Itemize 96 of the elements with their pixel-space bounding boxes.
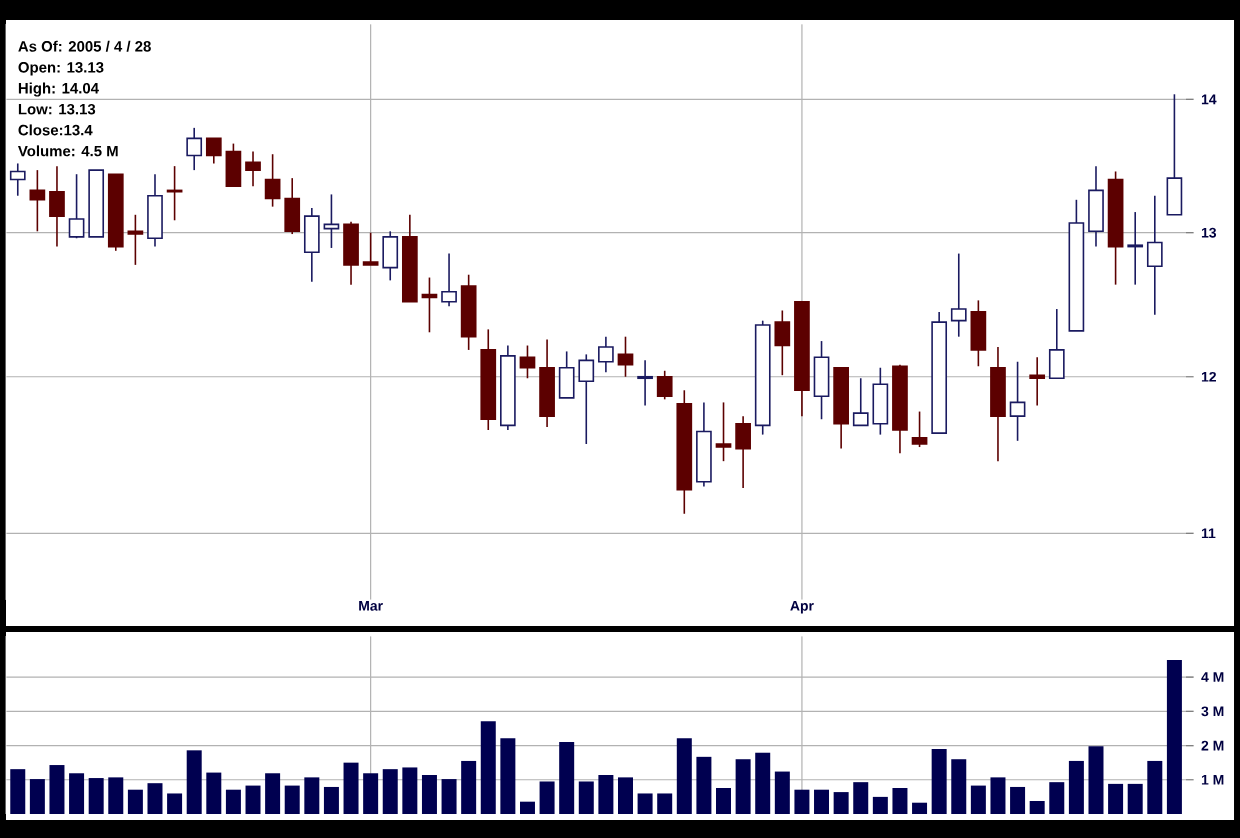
bar [1029,800,1045,814]
bar [931,748,947,814]
bar [323,786,339,814]
candlestick [68,173,85,240]
candlestick [1009,360,1026,442]
candlestick [49,165,65,248]
bar [304,777,320,814]
bar [441,779,457,814]
bar [755,752,771,814]
candlestick [911,410,928,448]
candlestick [382,230,399,282]
bar [598,774,614,814]
bar [990,777,1006,814]
bar [421,774,437,814]
candlestick [637,359,653,407]
bar [363,773,379,814]
bar [49,765,65,814]
bar [88,778,104,814]
bar [578,781,594,814]
candlestick [166,165,183,222]
candlestick [1029,356,1046,407]
bar [127,789,143,814]
candlestick [813,340,830,421]
bar [461,760,477,814]
candlestick [656,369,673,401]
bar [794,789,810,814]
bar [1147,760,1163,814]
candlestick [441,252,457,307]
bar [676,738,692,814]
bar [245,785,261,814]
candlestick [715,401,732,462]
bar [872,796,888,814]
bar [265,773,281,814]
bar [617,777,633,814]
bar [539,781,555,814]
candlestick [1088,165,1104,248]
bar [1068,760,1084,814]
bar [912,802,928,814]
bar [970,785,986,814]
bar [382,769,398,814]
bar [814,789,830,814]
candlestick [186,127,203,171]
bar [1166,659,1182,814]
candlestick [1048,308,1065,380]
candlestick [617,335,634,378]
candlestick [205,137,222,165]
bar [696,756,712,814]
candlestick [362,231,379,266]
bar [559,742,575,814]
bar [892,787,908,814]
candlestick [343,220,359,286]
bar [1010,786,1026,814]
bar [343,762,359,814]
bar [500,738,516,814]
candlestick [147,173,163,248]
candlestick [519,344,536,380]
candlestick [284,177,301,235]
bar [167,793,183,814]
bar [657,793,673,814]
bar [206,772,222,814]
bar [108,777,124,814]
bar [853,782,869,814]
bar [402,767,418,814]
bar [637,793,653,814]
bar [225,789,241,814]
bar [1127,783,1143,814]
candlestick [774,309,791,376]
candlestick [264,153,281,208]
candlestick [29,169,46,233]
bar [186,750,202,814]
candlestick [1146,194,1163,316]
bar [1108,783,1124,814]
bar [69,773,85,814]
bar [10,769,26,814]
candlestick [735,415,751,489]
bar [480,721,496,814]
bar [284,785,300,814]
bar [29,779,45,814]
bar [519,801,535,814]
bar [1088,746,1104,814]
candlestick [225,142,242,188]
candlestick [598,335,614,374]
candlestick [1127,211,1144,286]
candlestick [970,299,987,368]
bar [716,787,732,814]
candlestick [950,252,967,338]
bar [735,759,751,814]
candlestick [127,213,144,266]
bar [951,759,967,814]
bar [774,771,790,814]
bar [147,783,163,814]
candlestick [245,150,261,188]
candlestick [1166,93,1183,216]
bar [833,792,849,814]
candlestick [303,207,320,283]
bar [1049,782,1065,814]
